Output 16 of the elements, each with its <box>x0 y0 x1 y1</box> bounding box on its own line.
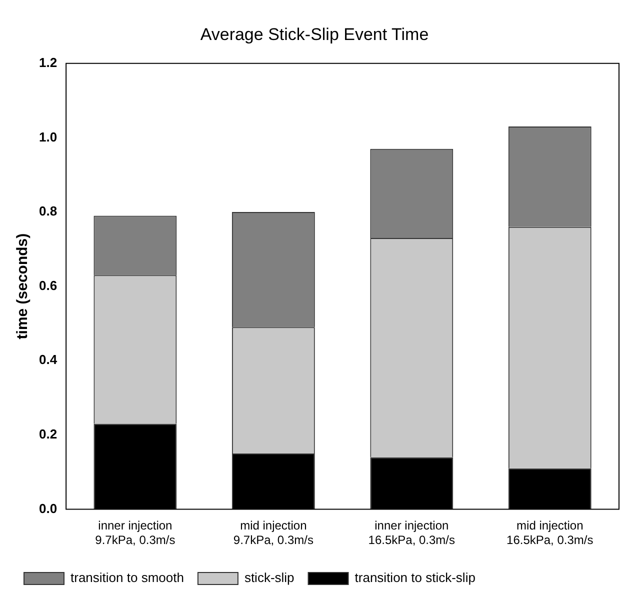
x-tick-label: inner injection 16.5kPa, 0.3m/s <box>368 518 456 548</box>
x-tick-label: inner injection 9.7kPa, 0.3m/s <box>95 518 176 548</box>
legend-label: stick-slip <box>244 570 294 586</box>
y-tick-label: 1.2 <box>38 54 58 70</box>
y-tick-label: 0.4 <box>38 352 58 368</box>
y-tick-label: 0.8 <box>38 204 58 219</box>
y-tick-label: 0.2 <box>38 426 58 442</box>
x-tick-label: mid injection 9.7kPa, 0.3m/s <box>233 518 314 548</box>
legend-label: transition to smooth <box>70 570 184 586</box>
y-tick-label: 1.0 <box>38 129 58 144</box>
legend-label: transition to stick-slip <box>354 570 476 586</box>
y-axis-title: time (seconds) <box>14 233 32 340</box>
y-tick-label: 0.0 <box>38 500 58 516</box>
y-tick-label: 0.6 <box>38 278 58 293</box>
chart-title: Average Stick-Slip Event Time <box>200 24 429 44</box>
x-tick-label: mid injection 16.5kPa, 0.3m/s <box>506 518 594 548</box>
